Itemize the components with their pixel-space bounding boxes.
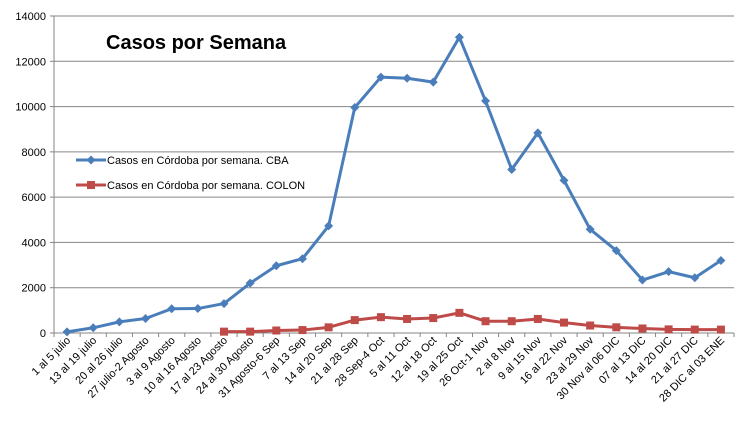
series-cba <box>62 32 726 337</box>
data-point <box>350 102 360 112</box>
legend: Casos en Córdoba por semana. CBA Casos en… <box>76 155 305 192</box>
data-point <box>403 314 412 323</box>
legend-marker <box>87 181 95 189</box>
y-tick-label: 12000 <box>15 56 46 68</box>
legend-entry: Casos en Córdoba por semana. CBA <box>76 155 289 167</box>
data-point <box>428 77 438 87</box>
data-point <box>245 278 255 288</box>
y-tick-label: 8000 <box>22 147 46 159</box>
legend-label: Casos en Córdoba por semana. CBA <box>107 155 289 167</box>
data-point <box>664 325 673 334</box>
data-point <box>507 317 516 326</box>
y-tick-label: 4000 <box>22 237 46 249</box>
data-point <box>481 96 491 106</box>
data-point <box>716 256 726 266</box>
data-point <box>167 304 177 314</box>
y-tick-label: 6000 <box>22 192 46 204</box>
data-point <box>402 73 412 83</box>
data-point <box>220 327 228 336</box>
y-tick-label: 0 <box>40 328 46 340</box>
gridlines <box>54 15 734 289</box>
y-tick-label: 10000 <box>15 102 46 114</box>
data-point <box>272 326 281 335</box>
chart-title: Casos por Semana <box>106 32 287 54</box>
y-tick-label: 2000 <box>22 283 46 295</box>
data-point <box>586 321 595 330</box>
data-point <box>507 165 517 175</box>
data-point <box>297 254 307 264</box>
data-point <box>114 317 124 327</box>
series <box>62 32 726 337</box>
data-point <box>560 318 568 327</box>
series-line <box>224 311 721 334</box>
data-point <box>141 314 151 324</box>
data-point <box>455 308 464 317</box>
data-point <box>481 317 490 326</box>
legend-marker <box>86 155 96 165</box>
axes <box>50 15 735 337</box>
data-point <box>271 261 281 271</box>
data-point <box>612 323 621 332</box>
data-point <box>716 325 725 334</box>
data-point <box>533 128 543 138</box>
data-point <box>376 313 385 322</box>
legend-entry: Casos en Córdoba por semana. COLON <box>76 180 305 192</box>
data-point <box>88 323 98 333</box>
data-point <box>324 221 334 231</box>
data-point <box>350 316 359 325</box>
data-point <box>690 273 700 283</box>
data-point <box>637 275 647 285</box>
y-axis-ticks: 0 2000 4000 6000 8000 10000 12000 14000 <box>15 11 46 340</box>
data-point <box>193 304 203 314</box>
data-point <box>454 32 464 42</box>
data-point <box>690 325 699 334</box>
data-point <box>559 175 569 185</box>
legend-label: Casos en Córdoba por semana. COLON <box>107 180 305 192</box>
data-point <box>585 224 595 234</box>
data-point <box>376 72 386 82</box>
data-point <box>533 314 542 323</box>
series-colon <box>220 308 725 336</box>
y-tick-label: 14000 <box>15 11 46 23</box>
data-point <box>298 326 307 335</box>
data-point <box>246 327 255 336</box>
data-point <box>429 314 438 323</box>
data-point <box>611 246 621 256</box>
data-point <box>62 327 72 337</box>
data-point <box>324 323 333 332</box>
data-point <box>638 324 647 333</box>
data-point <box>219 299 229 309</box>
data-point <box>664 267 674 277</box>
